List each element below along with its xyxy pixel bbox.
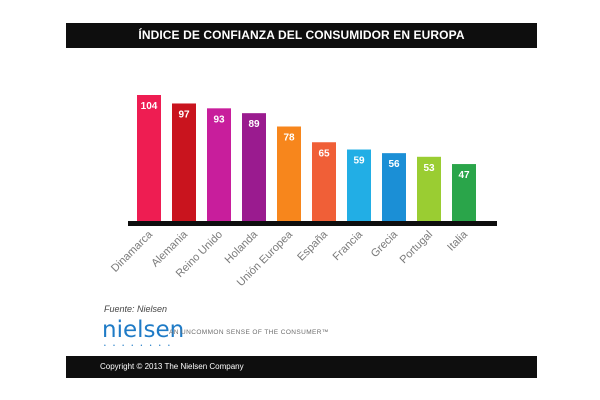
bar-italia (452, 164, 476, 221)
source-note: Fuente: Nielsen (104, 304, 168, 314)
category-label: Francia (331, 228, 366, 263)
bar-value-label: 47 (458, 170, 470, 181)
bar-value-label: 97 (178, 109, 190, 120)
bar-unión-europea (277, 126, 301, 221)
bar-alemania (172, 103, 196, 221)
bar-reino-unido (207, 108, 231, 221)
bar-value-label: 53 (423, 163, 435, 174)
copyright-footer: Copyright © 2013 The Nielsen Company (66, 356, 537, 378)
category-label: Portugal (398, 229, 435, 266)
bar-españa (312, 142, 336, 221)
category-label: Italia (445, 228, 471, 254)
bar-value-label: 89 (248, 119, 260, 130)
category-label: Dinamarca (109, 228, 156, 275)
bar-francia (347, 149, 371, 221)
bar-value-label: 78 (283, 133, 295, 144)
bar-value-label: 59 (353, 156, 365, 167)
bar-dinamarca (137, 95, 161, 221)
bar-value-label: 65 (318, 148, 330, 159)
bar-value-label: 56 (388, 159, 400, 170)
nielsen-logo-dots: • • • • • • • • (104, 343, 173, 349)
bar-portugal (417, 156, 441, 221)
bar-value-label: 93 (213, 114, 225, 125)
bar-value-label: 104 (141, 101, 158, 112)
nielsen-tagline: AN UNCOMMON SENSE OF THE CONSUMER™ (169, 329, 329, 336)
x-axis-line (128, 221, 497, 226)
nielsen-logo: nielsen (102, 317, 185, 343)
chart-title: ÍNDICE DE CONFIANZA DEL CONSUMIDOR EN EU… (66, 23, 537, 48)
category-label: Grecia (369, 228, 401, 260)
bar-grecia (382, 153, 406, 221)
bar-holanda (242, 113, 266, 221)
category-label: España (295, 228, 330, 263)
